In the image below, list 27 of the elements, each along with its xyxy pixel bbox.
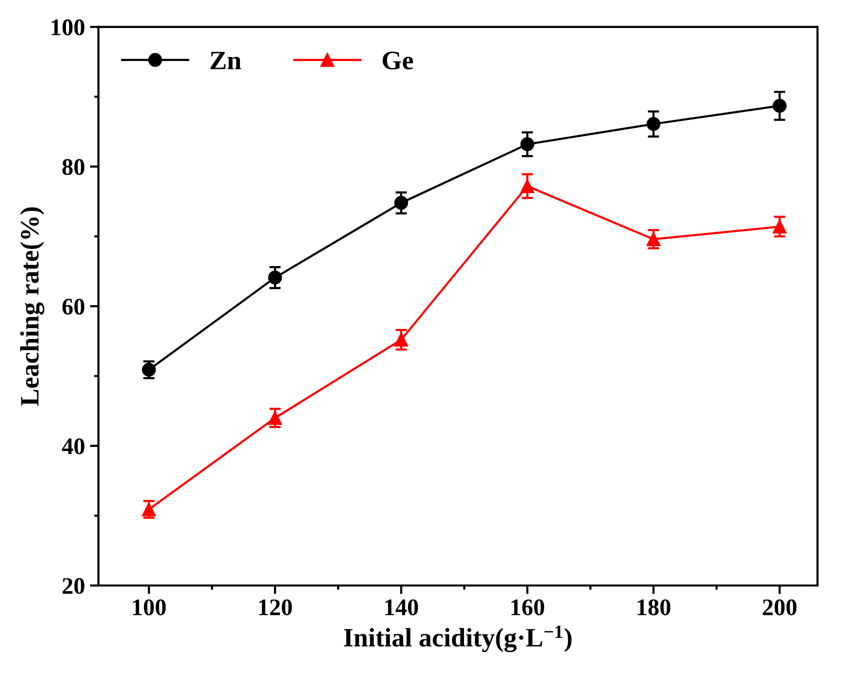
y-tick-label: 20 [62,578,84,594]
y-tick-label: 40 [62,438,84,454]
point [142,502,156,516]
x-axis-title: Initial acidity(g·L$^{−1}$) [344,626,572,652]
point [520,137,534,152]
legend-label: Zn [210,52,242,70]
point [520,179,534,194]
point [772,98,787,113]
point [646,232,660,246]
x-tick-label: 140 [385,599,418,616]
y-axis-title: Leaching rate(%) [20,207,44,406]
x-tick-label: 180 [638,599,670,616]
x-tick-label: 160 [512,599,544,616]
y-tick-label: 80 [62,159,84,175]
y-tick-label: 100 [52,19,84,36]
y-tick-label: 60 [62,298,84,315]
point [142,362,156,377]
point [268,410,282,425]
x-tick-label: 120 [259,599,292,616]
point [394,196,408,210]
x-tick-label: 100 [133,599,166,616]
legend-label: Ge [382,52,413,70]
point [772,220,787,234]
point [268,270,282,285]
x-tick-label: 200 [762,599,796,616]
point [394,332,408,347]
point [646,117,660,131]
